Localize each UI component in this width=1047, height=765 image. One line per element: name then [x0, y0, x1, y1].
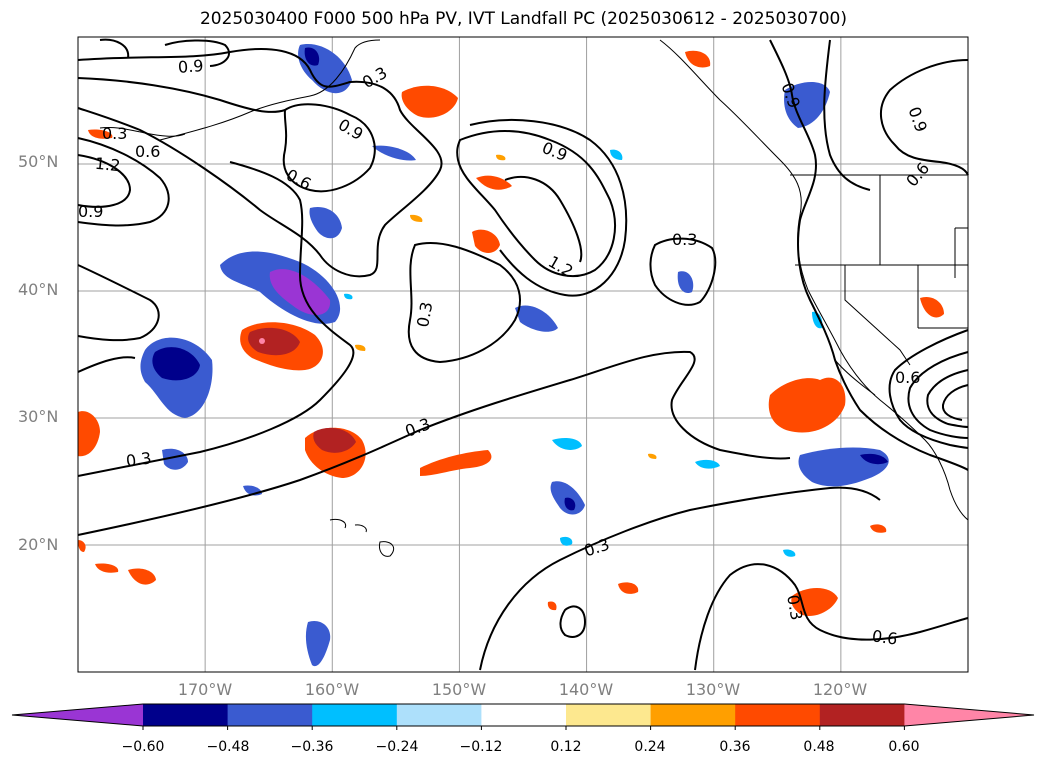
positive-anomaly-blob	[128, 568, 156, 585]
lon-label-130w: 130°W	[685, 680, 741, 699]
negative-anomaly-blob	[515, 305, 558, 332]
colorbar-segment	[735, 704, 821, 726]
negative-anomaly-blob	[560, 536, 573, 546]
lat-label-40n: 40°N	[18, 280, 59, 299]
colorbar-segment	[481, 704, 567, 726]
positive-anomaly-blob	[78, 540, 86, 552]
negative-anomaly-blob	[152, 347, 200, 381]
colorbar-tick: −0.12	[459, 739, 503, 755]
contour-label: 0.6	[895, 368, 921, 387]
lon-label-120w: 120°W	[812, 680, 868, 699]
colorbar-tick: 0.24	[634, 739, 666, 755]
lat-label-20n: 20°N	[18, 535, 59, 554]
positive-anomaly-blob	[88, 129, 113, 139]
colorbar-segment	[566, 704, 652, 726]
positive-anomaly-blob	[472, 229, 500, 253]
contour-label: 0.9	[78, 202, 104, 221]
negative-anomaly-blob	[372, 145, 416, 161]
map-title: 2025030400 F000 500 hPa PV, IVT Landfall…	[199, 9, 847, 29]
positive-anomaly-blob	[768, 377, 846, 433]
negative-anomaly-blob	[784, 82, 830, 128]
lat-label-30n: 30°N	[18, 407, 59, 426]
positive-anomaly-blob	[870, 524, 887, 533]
positive-anomaly-blob	[248, 327, 300, 356]
lat-label-50n: 50°N	[18, 152, 59, 171]
negative-anomaly-blob	[305, 620, 331, 667]
colorbar-tick: −0.24	[375, 739, 419, 755]
colorbar-segment	[819, 704, 905, 726]
colorbar-extend-min	[12, 704, 143, 726]
lon-label-150w: 150°W	[431, 680, 487, 699]
colorbar-extend-max	[904, 704, 1034, 726]
negative-anomaly-blob	[304, 47, 320, 66]
negative-anomaly-blob	[860, 453, 888, 465]
lon-label-140w: 140°W	[558, 680, 614, 699]
colorbar-tick: 0.36	[719, 739, 751, 755]
pv-contours	[77, 38, 969, 671]
negative-anomaly-blob	[269, 269, 331, 316]
colorbar-segment	[143, 704, 229, 726]
colorbar-segment	[227, 704, 313, 726]
colorbar-segment	[396, 704, 482, 726]
map-frame	[77, 36, 969, 673]
anomaly-shading	[78, 44, 944, 667]
coastlines	[99, 39, 969, 557]
negative-anomaly-blob	[783, 549, 796, 557]
contour-label: 0.3	[672, 230, 698, 249]
negative-anomaly-blob	[695, 459, 720, 469]
colorbar-tick: 0.48	[803, 739, 835, 755]
negative-anomaly-blob	[610, 149, 623, 160]
negative-anomaly-blob	[162, 448, 188, 470]
political-borders	[790, 174, 968, 366]
positive-anomaly-blob	[78, 411, 100, 457]
colorbar-segment	[312, 704, 398, 726]
negative-anomaly-blob	[677, 271, 694, 294]
negative-anomaly-blob	[812, 311, 823, 329]
positive-anomaly-blob	[95, 563, 119, 573]
lon-label-170w: 170°W	[177, 680, 233, 699]
colorbar-segments	[11, 703, 1035, 730]
colorbar-tick: 0.12	[550, 739, 582, 755]
negative-anomaly-blob	[564, 497, 576, 511]
colorbar-segment	[650, 704, 736, 726]
colorbar-tick: 0.60	[888, 739, 920, 755]
positive-anomaly-blob	[476, 175, 512, 190]
contour-label: 0.6	[135, 142, 161, 161]
positive-anomaly-blob	[410, 214, 423, 222]
colorbar-tick: −0.36	[290, 739, 334, 755]
colorbar-tick: −0.60	[121, 739, 165, 755]
positive-anomaly-blob	[920, 296, 944, 318]
negative-anomaly-blob	[344, 293, 353, 300]
positive-anomaly-blob	[420, 450, 492, 476]
colorbar-tick: −0.48	[206, 739, 250, 755]
lon-label-160w: 160°W	[304, 680, 360, 699]
positive-anomaly-blob	[313, 427, 356, 453]
positive-anomaly-blob	[547, 601, 557, 611]
negative-anomaly-blob	[309, 206, 342, 239]
positive-anomaly-blob	[618, 582, 639, 594]
contour-label: 0.3	[102, 124, 128, 143]
positive-anomaly-blob	[355, 344, 366, 351]
positive-anomaly-blob	[496, 154, 506, 161]
negative-anomaly-blob	[552, 438, 582, 450]
positive-anomaly-blob	[648, 453, 657, 459]
positive-anomaly-blob	[685, 50, 711, 68]
positive-anomaly-blob	[401, 85, 458, 118]
